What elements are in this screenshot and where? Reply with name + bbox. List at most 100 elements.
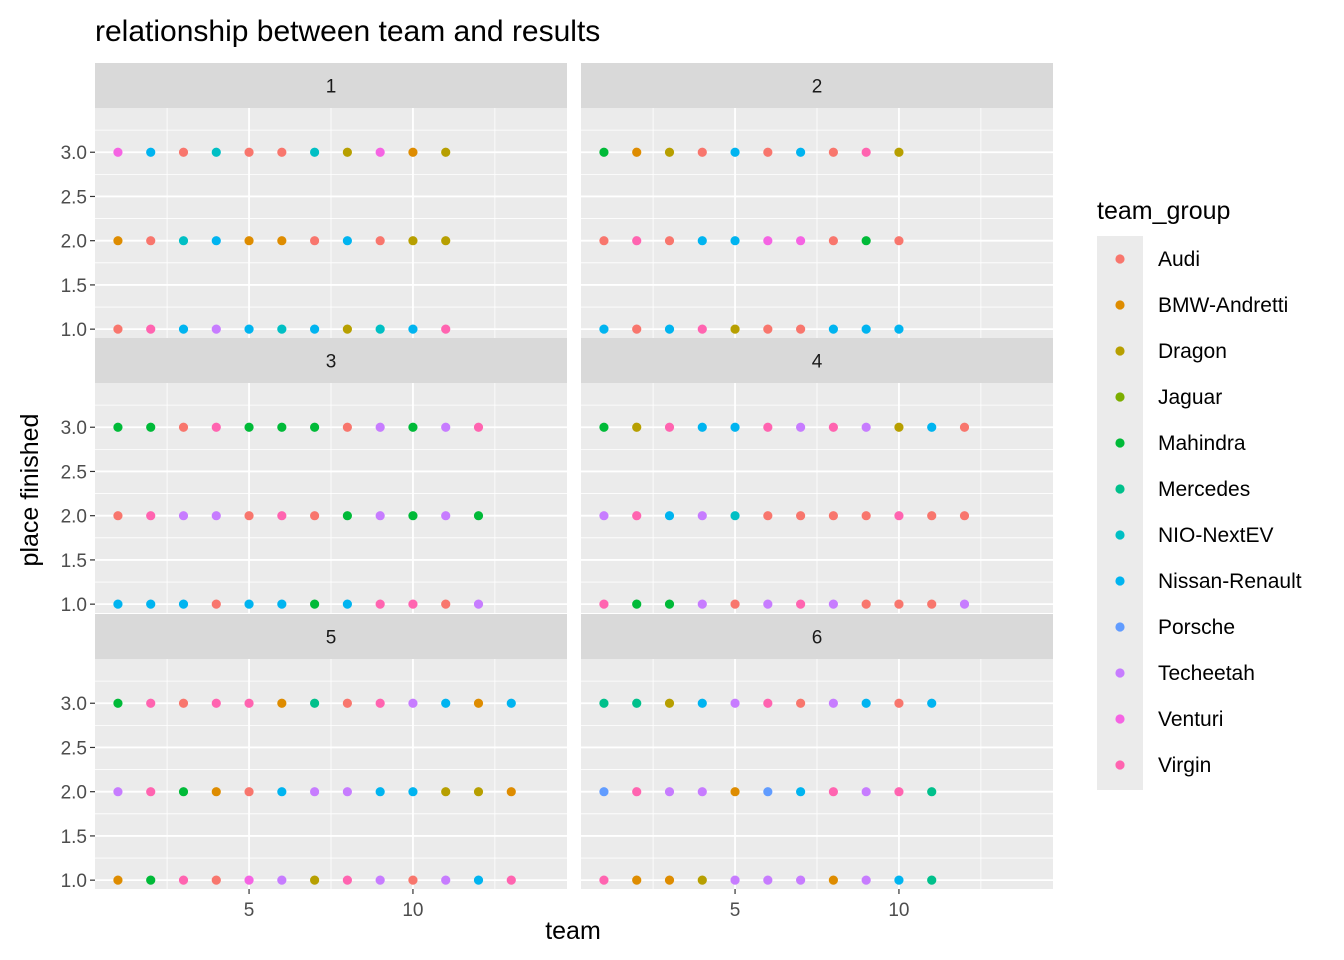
- data-point: [599, 147, 609, 157]
- data-point: [342, 236, 352, 246]
- data-point: [697, 599, 707, 609]
- legend-key-dot: [1115, 622, 1125, 632]
- data-point: [894, 698, 904, 708]
- data-point: [342, 511, 352, 521]
- facet-panel-4: 4: [581, 338, 1053, 613]
- data-point: [441, 324, 451, 334]
- data-point: [664, 324, 675, 334]
- y-tick-label: 3.0: [61, 143, 87, 164]
- data-point: [796, 422, 806, 432]
- data-point: [632, 324, 642, 334]
- data-point: [211, 147, 221, 157]
- facet-panel-2: 2: [581, 63, 1053, 338]
- data-point: [730, 698, 740, 708]
- data-point: [408, 236, 418, 246]
- data-point: [894, 787, 904, 797]
- data-point: [178, 422, 189, 432]
- data-point: [894, 236, 904, 246]
- data-point: [763, 324, 773, 334]
- data-point: [828, 236, 838, 246]
- legend-entry-label: Venturi: [1158, 708, 1223, 731]
- data-point: [146, 324, 156, 334]
- y-tick-label: 1.5: [61, 551, 87, 572]
- data-point: [828, 422, 838, 432]
- data-point: [113, 324, 123, 334]
- facet-strip: [95, 338, 567, 383]
- data-point: [310, 147, 320, 157]
- data-point: [632, 787, 642, 797]
- data-point: [342, 875, 352, 885]
- legend-entry-label: Mahindra: [1158, 432, 1246, 455]
- data-point: [927, 787, 937, 797]
- y-tick-label: 1.0: [61, 320, 87, 341]
- data-point: [342, 324, 352, 334]
- data-point: [763, 599, 773, 609]
- facet-strip: [95, 63, 567, 108]
- data-point: [730, 236, 740, 246]
- data-point: [473, 787, 484, 797]
- data-point: [599, 875, 609, 885]
- facet-panel-6: 6 5 10: [581, 614, 1053, 921]
- data-point: [441, 787, 451, 797]
- data-point: [441, 422, 451, 432]
- data-point: [763, 787, 773, 797]
- data-point: [211, 875, 221, 885]
- data-point: [632, 511, 642, 521]
- data-point: [959, 422, 970, 432]
- data-point: [828, 875, 838, 885]
- data-point: [730, 511, 740, 521]
- data-point: [599, 599, 609, 609]
- data-point: [113, 875, 123, 885]
- data-point: [375, 511, 385, 521]
- data-point: [310, 324, 320, 334]
- data-point: [375, 422, 385, 432]
- y-tick-label: 2.0: [61, 783, 87, 804]
- data-point: [342, 599, 352, 609]
- legend-entry-label: Mercedes: [1158, 478, 1250, 501]
- data-point: [277, 324, 287, 334]
- legend-key-dot: [1115, 576, 1125, 586]
- data-point: [375, 236, 385, 246]
- data-point: [146, 787, 156, 797]
- data-point: [211, 422, 221, 432]
- data-point: [310, 875, 320, 885]
- data-point: [730, 324, 740, 334]
- legend-entry-label: Virgin: [1158, 754, 1211, 777]
- y-tick-label: 1.5: [61, 276, 87, 297]
- data-point: [146, 511, 156, 521]
- facet-strip-label: 3: [326, 352, 337, 373]
- x-tick-label: 5: [730, 900, 741, 921]
- data-point: [599, 787, 609, 797]
- data-point: [861, 875, 871, 885]
- legend-entry-label: NIO-NextEV: [1158, 524, 1274, 547]
- data-point: [408, 422, 418, 432]
- legend-key-dot: [1115, 300, 1125, 310]
- data-point: [927, 875, 937, 885]
- data-point: [408, 599, 418, 609]
- data-point: [113, 236, 123, 246]
- data-point: [861, 511, 871, 521]
- data-point: [599, 324, 609, 334]
- data-point: [894, 511, 904, 521]
- data-point: [894, 599, 904, 609]
- data-point: [310, 599, 320, 609]
- data-point: [599, 236, 609, 246]
- data-point: [763, 422, 773, 432]
- data-point: [861, 787, 871, 797]
- data-point: [828, 787, 838, 797]
- data-point: [664, 147, 675, 157]
- data-point: [178, 599, 189, 609]
- data-point: [244, 787, 254, 797]
- data-point: [763, 698, 773, 708]
- data-point: [632, 599, 642, 609]
- data-point: [796, 147, 806, 157]
- data-point: [473, 599, 484, 609]
- facet-strip: [581, 63, 1053, 108]
- legend-entry-label: Porsche: [1158, 616, 1235, 639]
- data-point: [408, 147, 418, 157]
- data-point: [178, 698, 189, 708]
- data-point: [763, 511, 773, 521]
- data-point: [664, 236, 675, 246]
- data-point: [927, 698, 937, 708]
- data-point: [632, 147, 642, 157]
